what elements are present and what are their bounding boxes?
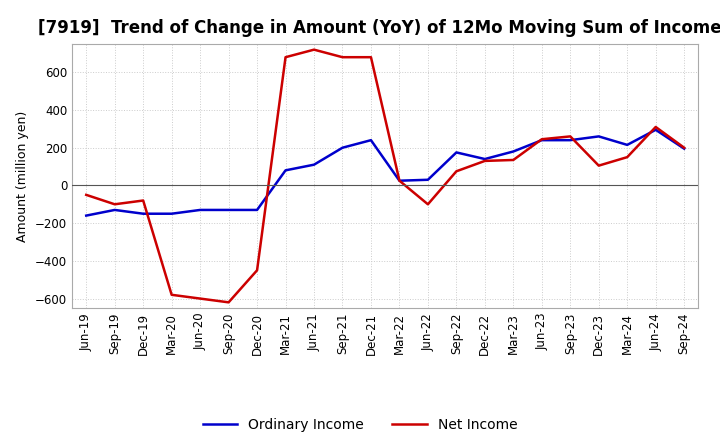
- Line: Ordinary Income: Ordinary Income: [86, 130, 684, 216]
- Ordinary Income: [623, 142, 631, 147]
- Legend: Ordinary Income, Net Income: Ordinary Income, Net Income: [197, 412, 523, 437]
- Net Income: [167, 292, 176, 297]
- Ordinary Income: [680, 146, 688, 151]
- Ordinary Income: [537, 138, 546, 143]
- Ordinary Income: [395, 178, 404, 183]
- Net Income: [566, 134, 575, 139]
- Net Income: [139, 198, 148, 203]
- Ordinary Income: [509, 149, 518, 154]
- Ordinary Income: [167, 211, 176, 216]
- Net Income: [480, 158, 489, 164]
- Net Income: [225, 300, 233, 305]
- Ordinary Income: [480, 156, 489, 161]
- Y-axis label: Amount (million yen): Amount (million yen): [17, 110, 30, 242]
- Title: [7919]  Trend of Change in Amount (YoY) of 12Mo Moving Sum of Incomes: [7919] Trend of Change in Amount (YoY) o…: [38, 19, 720, 37]
- Ordinary Income: [652, 127, 660, 132]
- Ordinary Income: [310, 162, 318, 167]
- Ordinary Income: [139, 211, 148, 216]
- Net Income: [196, 296, 204, 301]
- Ordinary Income: [110, 207, 119, 213]
- Line: Net Income: Net Income: [86, 50, 684, 302]
- Ordinary Income: [338, 145, 347, 150]
- Net Income: [282, 55, 290, 60]
- Ordinary Income: [253, 207, 261, 213]
- Net Income: [110, 202, 119, 207]
- Ordinary Income: [595, 134, 603, 139]
- Net Income: [366, 55, 375, 60]
- Net Income: [253, 268, 261, 273]
- Ordinary Income: [225, 207, 233, 213]
- Ordinary Income: [366, 138, 375, 143]
- Ordinary Income: [423, 177, 432, 183]
- Net Income: [310, 47, 318, 52]
- Net Income: [623, 154, 631, 160]
- Net Income: [338, 55, 347, 60]
- Ordinary Income: [566, 138, 575, 143]
- Ordinary Income: [196, 207, 204, 213]
- Ordinary Income: [282, 168, 290, 173]
- Net Income: [595, 163, 603, 168]
- Ordinary Income: [82, 213, 91, 218]
- Net Income: [509, 158, 518, 163]
- Net Income: [680, 145, 688, 150]
- Net Income: [395, 178, 404, 183]
- Net Income: [82, 192, 91, 198]
- Net Income: [537, 136, 546, 142]
- Net Income: [423, 202, 432, 207]
- Ordinary Income: [452, 150, 461, 155]
- Net Income: [452, 169, 461, 174]
- Net Income: [652, 125, 660, 130]
